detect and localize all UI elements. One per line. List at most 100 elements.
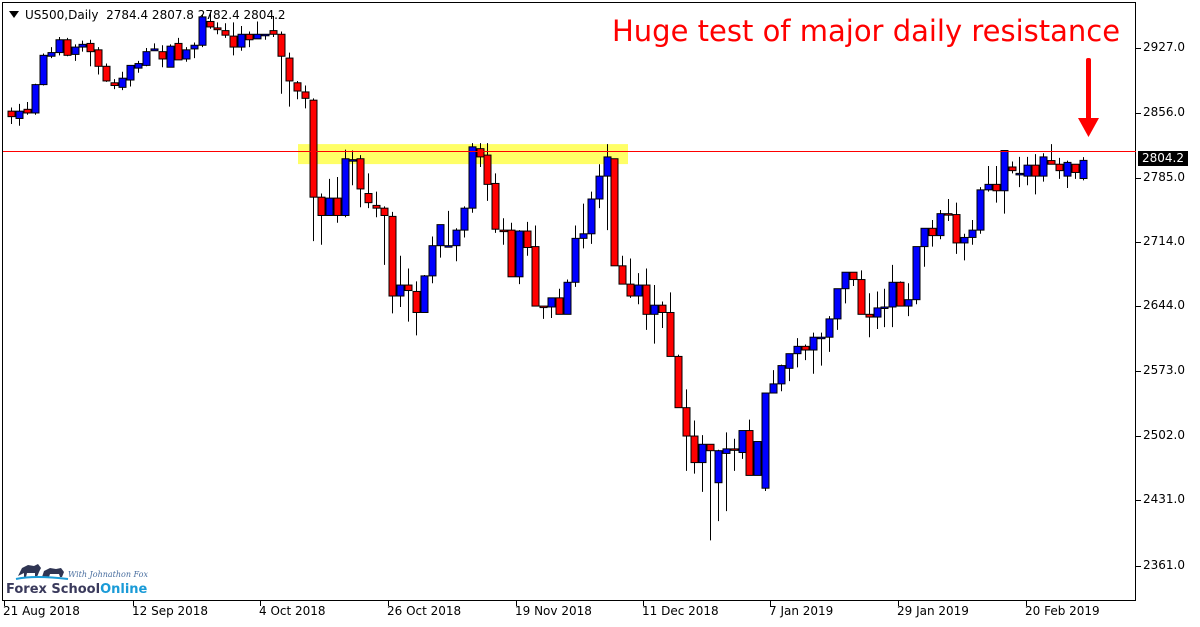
bear-candle bbox=[730, 448, 739, 451]
bear-candle bbox=[507, 229, 516, 278]
y-axis-tick bbox=[1136, 178, 1141, 179]
bear-candle bbox=[317, 196, 326, 216]
bull-candle bbox=[595, 175, 604, 200]
bull-candle bbox=[47, 52, 56, 57]
bear-candle bbox=[555, 297, 564, 315]
bull-candle bbox=[436, 224, 445, 247]
y-axis-label: 2714.0 bbox=[1143, 234, 1185, 248]
x-axis-tick bbox=[1026, 601, 1027, 606]
y-axis-label: 2361.0 bbox=[1143, 558, 1185, 572]
bull-candle bbox=[777, 365, 786, 385]
bear-candle bbox=[285, 57, 294, 82]
bull-candle bbox=[444, 245, 453, 248]
x-axis-tick bbox=[133, 601, 134, 606]
bear-candle bbox=[928, 227, 937, 237]
bear-candle bbox=[63, 39, 72, 56]
dropdown-triangle-icon[interactable] bbox=[9, 11, 19, 18]
bear-candle bbox=[666, 311, 675, 357]
bear-candle bbox=[229, 35, 238, 48]
bull-candle bbox=[348, 159, 357, 162]
bear-candle bbox=[1031, 164, 1040, 177]
bull-candle bbox=[912, 246, 921, 301]
bear-candle bbox=[388, 215, 397, 297]
bull-candle bbox=[571, 237, 580, 283]
bear-candle bbox=[372, 204, 381, 209]
y-axis-tick bbox=[1136, 48, 1141, 49]
bull-candle bbox=[253, 33, 262, 40]
bear-candle bbox=[618, 265, 627, 285]
bull-candle bbox=[722, 448, 731, 454]
bull-candle bbox=[1015, 172, 1024, 176]
bull-candle bbox=[650, 304, 659, 315]
bull-candle bbox=[714, 450, 723, 484]
down-arrow-icon bbox=[1078, 118, 1099, 137]
bull-candle bbox=[71, 46, 80, 55]
chart-title: US500,Daily 2784.4 2807.8 2782.4 2804.2 bbox=[9, 8, 286, 22]
bull-candle bbox=[166, 45, 175, 68]
bear-candle bbox=[896, 281, 905, 307]
bear-candle bbox=[801, 345, 810, 351]
bear-candle bbox=[491, 182, 500, 230]
x-axis-tick bbox=[516, 601, 517, 606]
bull-candle bbox=[515, 230, 524, 278]
bull-candle bbox=[15, 110, 24, 119]
bear-candle bbox=[333, 197, 342, 216]
bull-candle bbox=[825, 318, 834, 338]
x-axis-tick bbox=[898, 601, 899, 606]
bear-candle bbox=[102, 65, 111, 82]
x-axis-label: 21 Aug 2018 bbox=[3, 604, 80, 618]
x-axis-label: 7 Jan 2019 bbox=[769, 604, 834, 618]
bear-candle bbox=[952, 214, 961, 244]
bull-candle bbox=[341, 158, 350, 216]
x-axis-tick bbox=[770, 601, 771, 606]
logo-tagline: With Johnathon Fox bbox=[68, 570, 148, 579]
bear-candle bbox=[674, 355, 683, 409]
bear-candle bbox=[269, 30, 278, 35]
bear-candle bbox=[849, 271, 858, 281]
bull-candle bbox=[809, 336, 818, 351]
bull-candle bbox=[1039, 156, 1048, 177]
y-axis-label: 2785.0 bbox=[1143, 170, 1185, 184]
bull-candle bbox=[817, 336, 826, 340]
bear-candle bbox=[206, 20, 215, 28]
bear-candle bbox=[944, 213, 953, 216]
bear-candle bbox=[992, 183, 1001, 192]
current-price-tag: 2804.2 bbox=[1138, 151, 1188, 166]
bull-candle bbox=[841, 271, 850, 290]
bull-candle bbox=[261, 33, 270, 37]
bull-candle bbox=[793, 345, 802, 355]
bull-candle bbox=[126, 64, 135, 81]
bull-candle bbox=[118, 77, 127, 88]
bull-candle bbox=[78, 43, 87, 48]
y-axis-tick bbox=[1136, 306, 1141, 307]
bear-candle bbox=[277, 33, 286, 57]
y-axis-tick bbox=[1136, 371, 1141, 372]
bull-candle bbox=[880, 306, 889, 309]
y-axis-label: 2856.0 bbox=[1143, 105, 1185, 119]
bull-candle bbox=[920, 227, 929, 248]
bull-candle bbox=[904, 299, 913, 307]
bull-candle bbox=[1079, 159, 1088, 180]
logo-name: Forex SchoolOnline bbox=[6, 582, 148, 597]
bear-candle bbox=[539, 305, 548, 309]
bull-candle bbox=[420, 275, 429, 313]
x-axis-tick bbox=[388, 601, 389, 606]
bear-candle bbox=[301, 91, 310, 99]
bull-candle bbox=[698, 443, 707, 464]
bear-candle bbox=[642, 284, 651, 315]
bear-candle bbox=[1008, 166, 1017, 172]
bear-candle bbox=[309, 99, 318, 198]
y-axis-label: 2431.0 bbox=[1143, 492, 1185, 506]
bear-candle bbox=[523, 230, 532, 249]
bear-candle bbox=[412, 290, 421, 313]
x-axis-tick bbox=[260, 601, 261, 606]
bull-candle bbox=[738, 430, 747, 454]
bear-candle bbox=[499, 229, 508, 233]
y-axis-tick bbox=[1136, 566, 1141, 567]
bear-candle bbox=[158, 51, 167, 60]
bull-candle bbox=[769, 383, 778, 394]
bear-candle bbox=[86, 42, 95, 53]
bull-candle bbox=[190, 44, 199, 50]
x-axis-label: 4 Oct 2018 bbox=[259, 604, 326, 618]
bull-candle bbox=[55, 39, 64, 54]
